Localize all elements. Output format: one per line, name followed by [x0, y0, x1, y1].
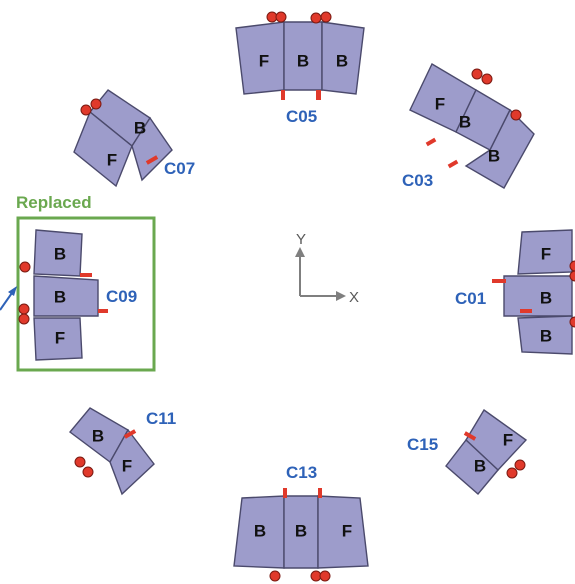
module-letter: B: [54, 288, 66, 307]
replaced-label: Replaced: [16, 193, 92, 212]
chamber-label-c01: C01: [455, 289, 486, 308]
module-letter: B: [134, 119, 146, 138]
module-letter: F: [435, 95, 445, 114]
module-c01-2: [503, 275, 573, 317]
axes-indicator: Y X: [295, 231, 359, 306]
chamber-label-c13: C13: [286, 463, 317, 482]
x-axis-label: X: [349, 289, 359, 306]
chamber-c15: F B C15: [407, 408, 528, 495]
module-letter: F: [503, 431, 513, 450]
chamber-c05: F B B C05: [235, 11, 365, 126]
chamber-label-c05: C05: [286, 107, 317, 126]
chamber-label-c07: C07: [164, 159, 195, 178]
module-letter: F: [55, 329, 65, 348]
y-axis-label: Y: [296, 231, 306, 248]
module-c09-3: [33, 317, 83, 361]
module-c07-2: [73, 110, 133, 188]
chamber-c01: F B B C01: [455, 229, 575, 355]
chamber-c03: F B B C03: [402, 63, 535, 190]
chamber-c09: Replaced B B F C09: [0, 193, 156, 372]
module-letter: F: [122, 457, 132, 476]
module-c05-3: [321, 21, 365, 95]
module-letter: F: [107, 151, 117, 170]
module-c09-2: [33, 275, 99, 317]
chamber-label-c11: C11: [146, 409, 176, 428]
module-letter: B: [474, 457, 486, 476]
chamber-label-c09: C09: [106, 287, 137, 306]
chamber-label-c15: C15: [407, 435, 438, 454]
module-letter: F: [259, 52, 269, 71]
module-c13-3: [317, 495, 369, 569]
module-c03-3: [464, 108, 535, 189]
module-letter: B: [92, 427, 104, 446]
chamber-label-c03: C03: [402, 171, 433, 190]
module-c11-2: [109, 428, 155, 496]
module-letter: B: [254, 522, 266, 541]
module-c07-3: [131, 116, 173, 182]
module-letter: B: [459, 113, 471, 132]
chamber-c13: B B F C13: [233, 463, 369, 582]
module-letter: F: [342, 522, 352, 541]
module-letter: B: [54, 245, 66, 264]
module-letter: B: [540, 327, 552, 346]
chamber-c11: B F C11: [68, 407, 176, 496]
chamber-c07: B F C07: [73, 89, 195, 188]
module-letter: B: [295, 522, 307, 541]
module-letter: B: [336, 52, 348, 71]
replaced-box: [16, 216, 156, 372]
module-c15-2: [445, 438, 499, 495]
module-letter: B: [488, 147, 500, 166]
module-c01-3: [517, 315, 573, 355]
module-letter: B: [540, 289, 552, 308]
module-letter: F: [541, 245, 551, 264]
module-letter: B: [297, 52, 309, 71]
arrow-head: [8, 286, 17, 296]
